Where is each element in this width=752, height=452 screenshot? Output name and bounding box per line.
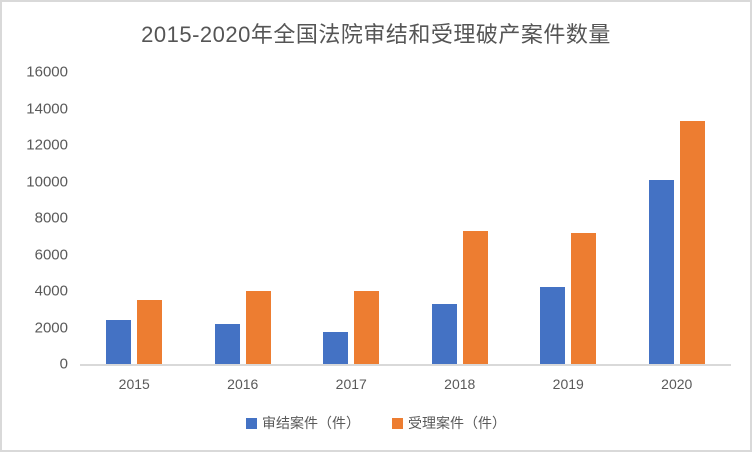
legend-label: 审结案件（件） [262, 415, 360, 431]
legend-label: 受理案件（件） [408, 415, 506, 431]
y-axis-tick-label: 6000 [34, 246, 68, 263]
legend-swatch-icon [246, 417, 257, 429]
plot-area [80, 72, 731, 366]
x-axis-tick-label: 2015 [118, 376, 150, 392]
y-axis-tick-label: 2000 [34, 319, 68, 336]
bar-受理案件（件）-2017 [354, 291, 380, 364]
x-axis-tick-label: 2017 [335, 376, 367, 392]
bar-审结案件（件）-2019 [540, 287, 566, 364]
bar-受理案件（件）-2019 [571, 233, 597, 364]
bar-审结案件（件）-2015 [106, 320, 132, 364]
y-axis-tick-label: 4000 [34, 282, 68, 300]
bar-审结案件（件）-2017 [323, 332, 349, 364]
legend-item: 受理案件（件） [392, 413, 506, 433]
x-axis-tick-label: 2020 [661, 376, 693, 392]
x-axis-tick-label: 2016 [227, 376, 259, 392]
bar-审结案件（件）-2016 [214, 324, 240, 364]
y-axis-tick-label: 16000 [26, 63, 68, 81]
x-axis-tick-label: 2019 [552, 376, 584, 392]
y-axis-tick-label: 14000 [26, 100, 68, 117]
legend-item: 审结案件（件） [246, 413, 360, 433]
y-axis-tick-label: 12000 [26, 136, 68, 154]
y-axis-tick-label: 10000 [26, 173, 68, 190]
bar-受理案件（件）-2016 [245, 291, 271, 364]
x-axis-tick-label: 2018 [444, 376, 476, 392]
y-axis: 0 2000 4000 6000 8000 10000 12000 14000 16000 [2, 2, 68, 450]
legend-swatch-icon [392, 417, 403, 429]
chart-title: 2015-2020年全国法院审结和受理破产案件数量 [141, 22, 611, 47]
bar-审结案件（件）-2020 [648, 180, 674, 364]
y-axis-tick-label: 8000 [34, 209, 68, 227]
bar-受理案件（件）-2018 [462, 231, 488, 364]
legend: 审结案件（件） 受理案件（件） [2, 413, 750, 433]
bar-审结案件（件）-2018 [431, 304, 457, 364]
bar-受理案件（件）-2020 [679, 121, 705, 364]
y-axis-tick-label: 0 [59, 355, 68, 373]
bar-受理案件（件）-2015 [137, 300, 163, 364]
